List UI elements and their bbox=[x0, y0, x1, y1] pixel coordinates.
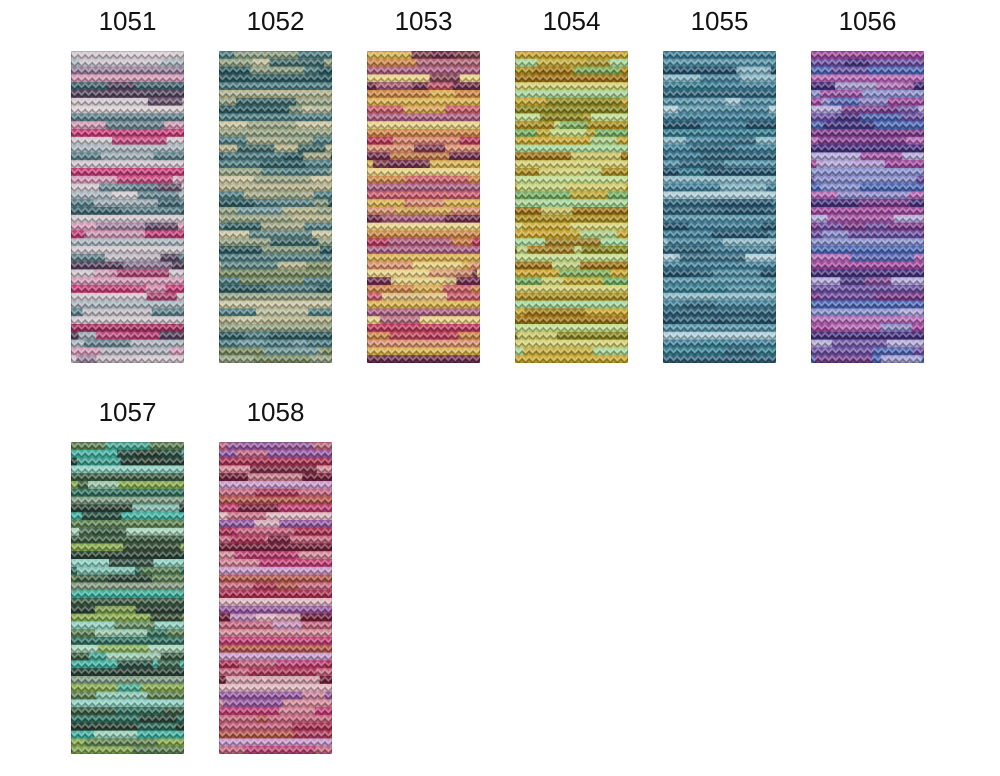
yarn-swatch-1058 bbox=[219, 442, 332, 754]
swatch-cell-1056: 1056 bbox=[811, 8, 924, 363]
swatch-label-1055: 1055 bbox=[690, 6, 749, 36]
swatch-label-1051: 1051 bbox=[98, 6, 157, 36]
swatch-row-2: 1057 1058 bbox=[71, 399, 332, 754]
swatch-label-1057: 1057 bbox=[98, 397, 157, 427]
swatch-label-1056: 1056 bbox=[838, 6, 897, 36]
swatch-cell-1057: 1057 bbox=[71, 399, 184, 754]
swatch-row-1: 1051 1052 1053 1054 1055 1056 bbox=[71, 8, 924, 363]
swatch-label-1052: 1052 bbox=[246, 6, 305, 36]
swatch-cell-1051: 1051 bbox=[71, 8, 184, 363]
yarn-swatch-1055 bbox=[663, 51, 776, 363]
swatch-cell-1055: 1055 bbox=[663, 8, 776, 363]
swatch-cell-1053: 1053 bbox=[367, 8, 480, 363]
swatch-label-1053: 1053 bbox=[394, 6, 453, 36]
yarn-swatch-1053 bbox=[367, 51, 480, 363]
yarn-swatch-1052 bbox=[219, 51, 332, 363]
yarn-swatch-1054 bbox=[515, 51, 628, 363]
yarn-swatch-1051 bbox=[71, 51, 184, 363]
yarn-swatch-1057 bbox=[71, 442, 184, 754]
swatch-label-1054: 1054 bbox=[542, 6, 601, 36]
swatch-cell-1052: 1052 bbox=[219, 8, 332, 363]
swatch-label-1058: 1058 bbox=[246, 397, 305, 427]
swatch-cell-1058: 1058 bbox=[219, 399, 332, 754]
yarn-swatch-1056 bbox=[811, 51, 924, 363]
swatch-cell-1054: 1054 bbox=[515, 8, 628, 363]
